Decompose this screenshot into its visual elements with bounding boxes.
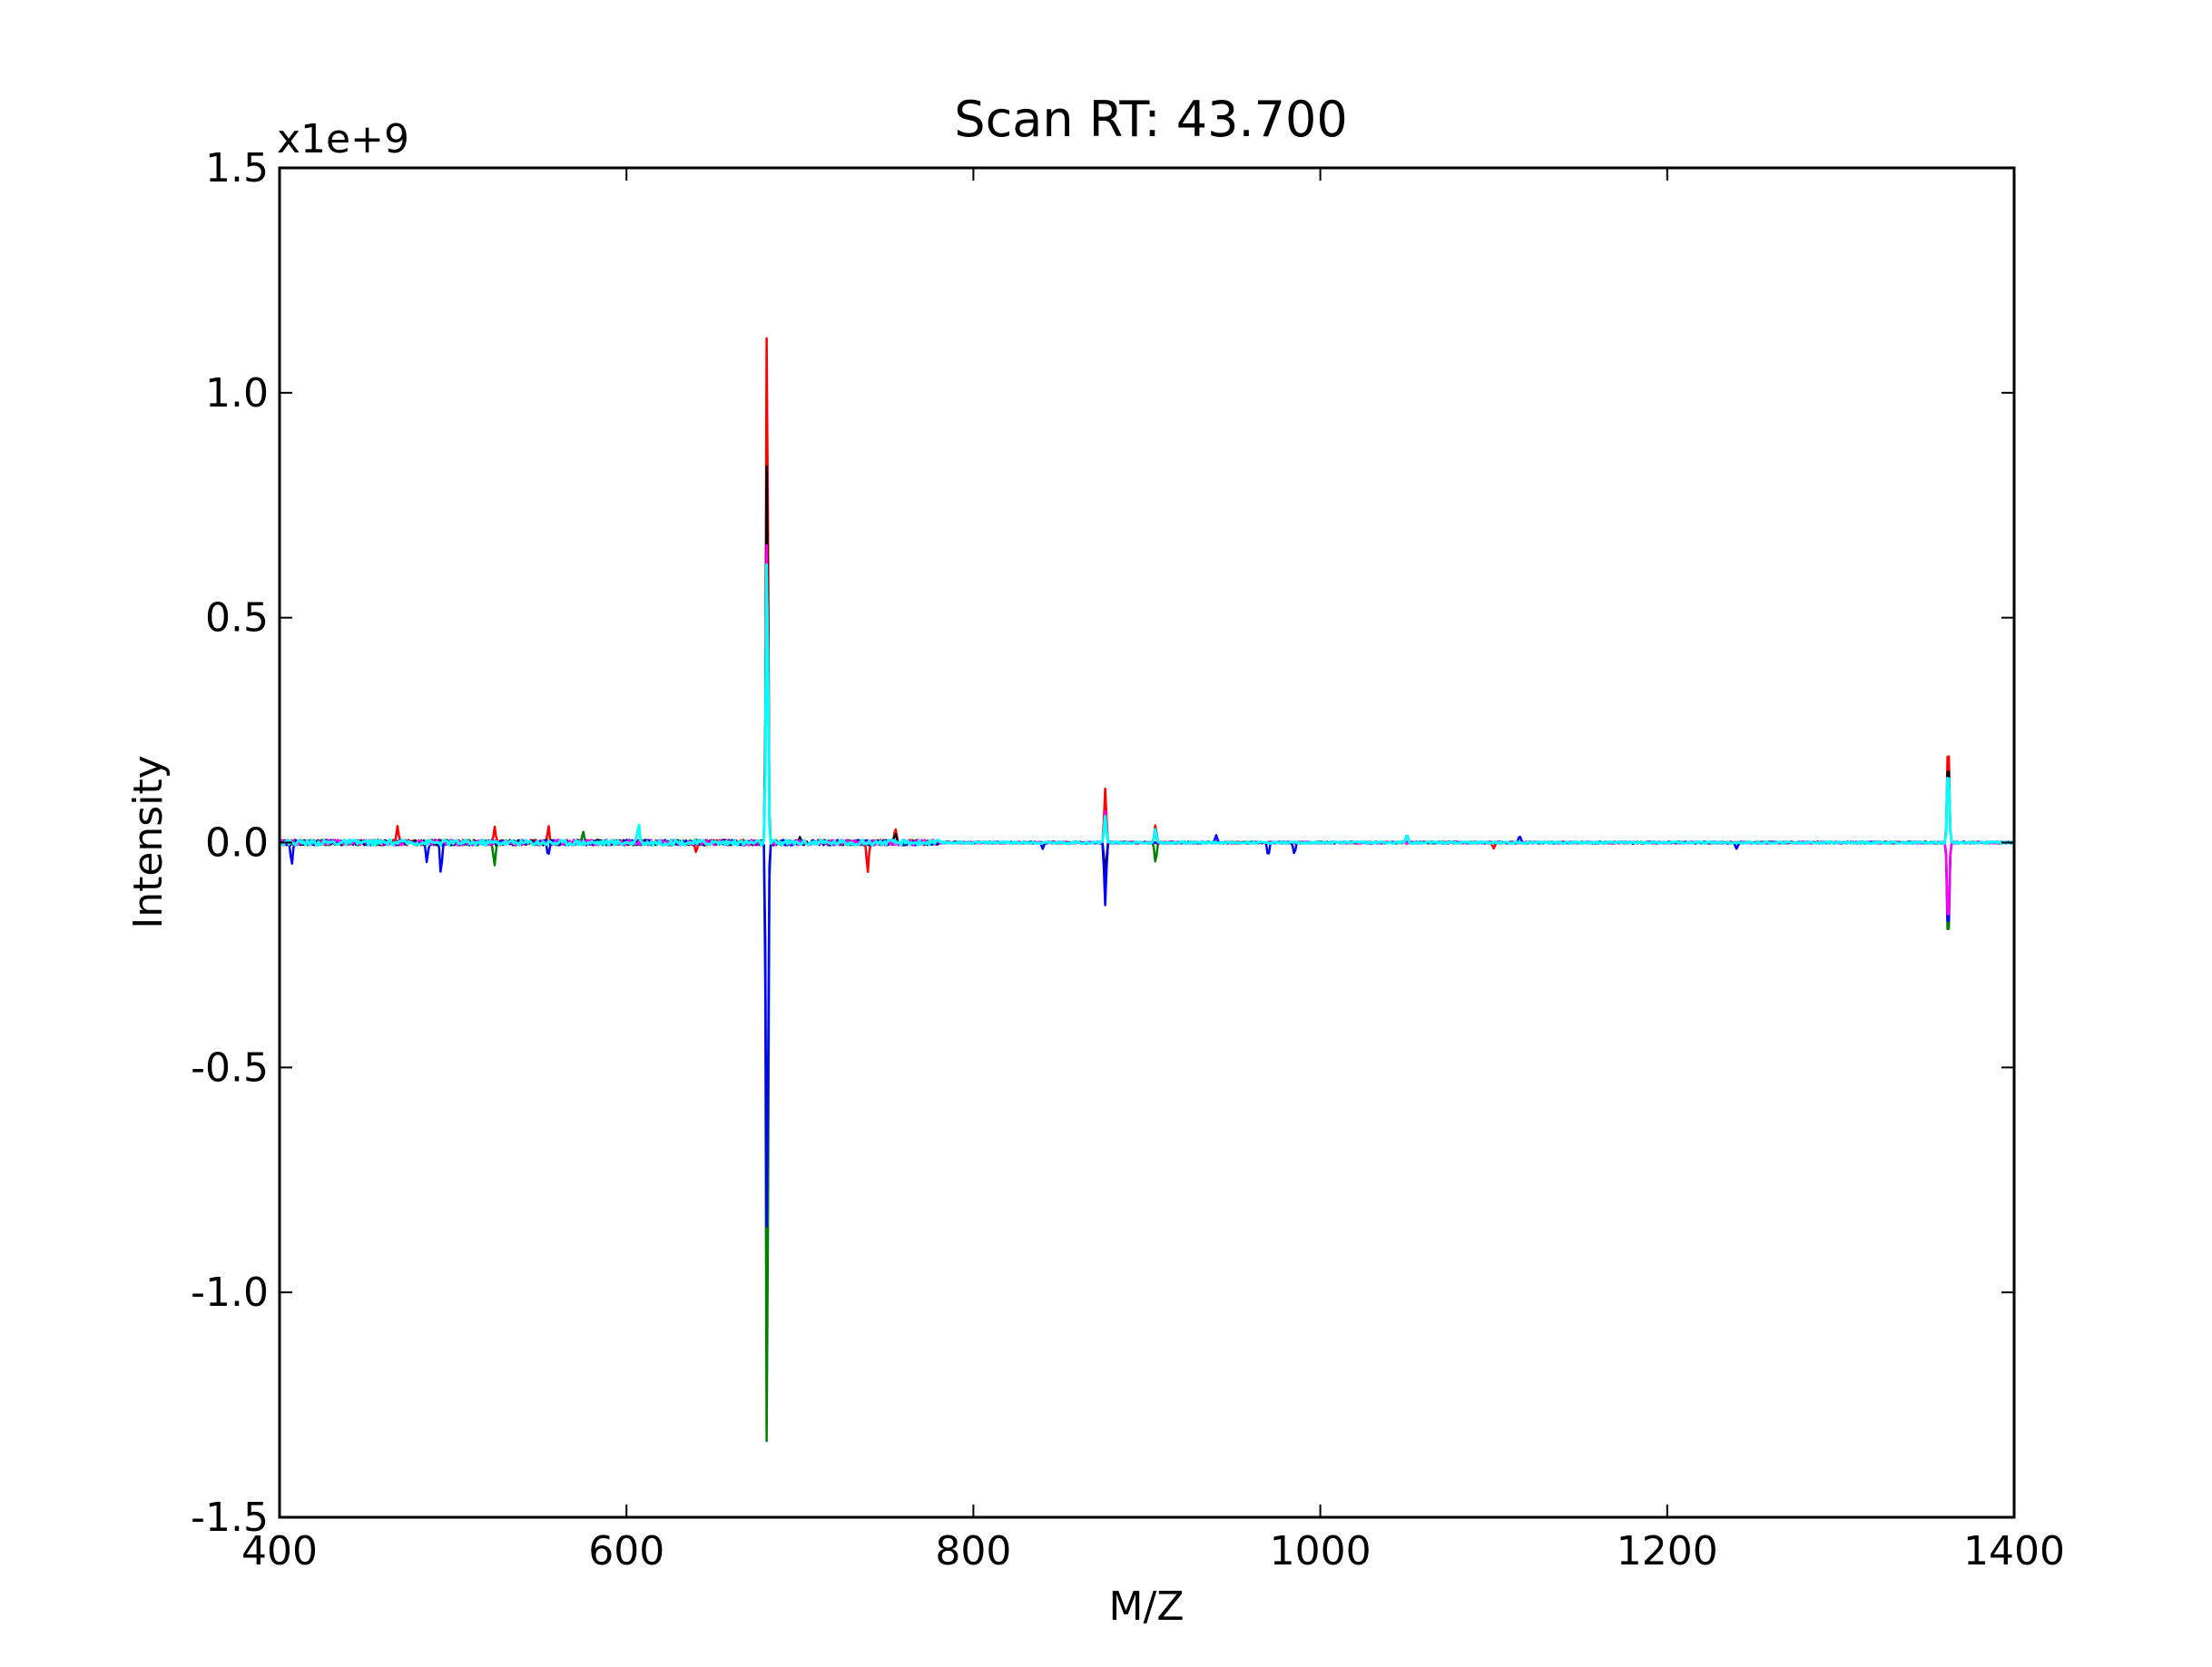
x-tick-label: 800 (935, 1528, 1011, 1574)
y-tick-label: 0.0 (205, 820, 269, 867)
chart-title: Scan RT: 43.700 (954, 91, 1347, 148)
x-tick-label: 1400 (1963, 1528, 2065, 1574)
x-tick-label: 1200 (1617, 1528, 1718, 1574)
series-layer (278, 337, 2015, 1443)
x-tick-label: 400 (241, 1528, 318, 1574)
y-tick-label: -0.5 (191, 1044, 269, 1091)
x-tick-label: 1000 (1270, 1528, 1371, 1574)
y-tick-label: -1.5 (191, 1495, 269, 1541)
x-tick-label: 600 (588, 1528, 664, 1574)
y-multiplier-label: x1e+9 (277, 116, 409, 162)
x-axis-label: M/Z (1109, 1584, 1185, 1630)
y-axis-label: Intensity (125, 755, 172, 929)
y-tick-label: -1.0 (191, 1270, 269, 1316)
y-tick-label: 1.5 (205, 145, 269, 191)
tick-layer: 400 600 800 1000 1200 1400 -1.5 -1.0 -0.5 0.0 0.5 1… (191, 145, 2065, 1574)
y-tick-label: 1.0 (205, 370, 269, 417)
y-tick-label: 0.5 (205, 595, 269, 642)
series-line-5 (278, 563, 2015, 847)
